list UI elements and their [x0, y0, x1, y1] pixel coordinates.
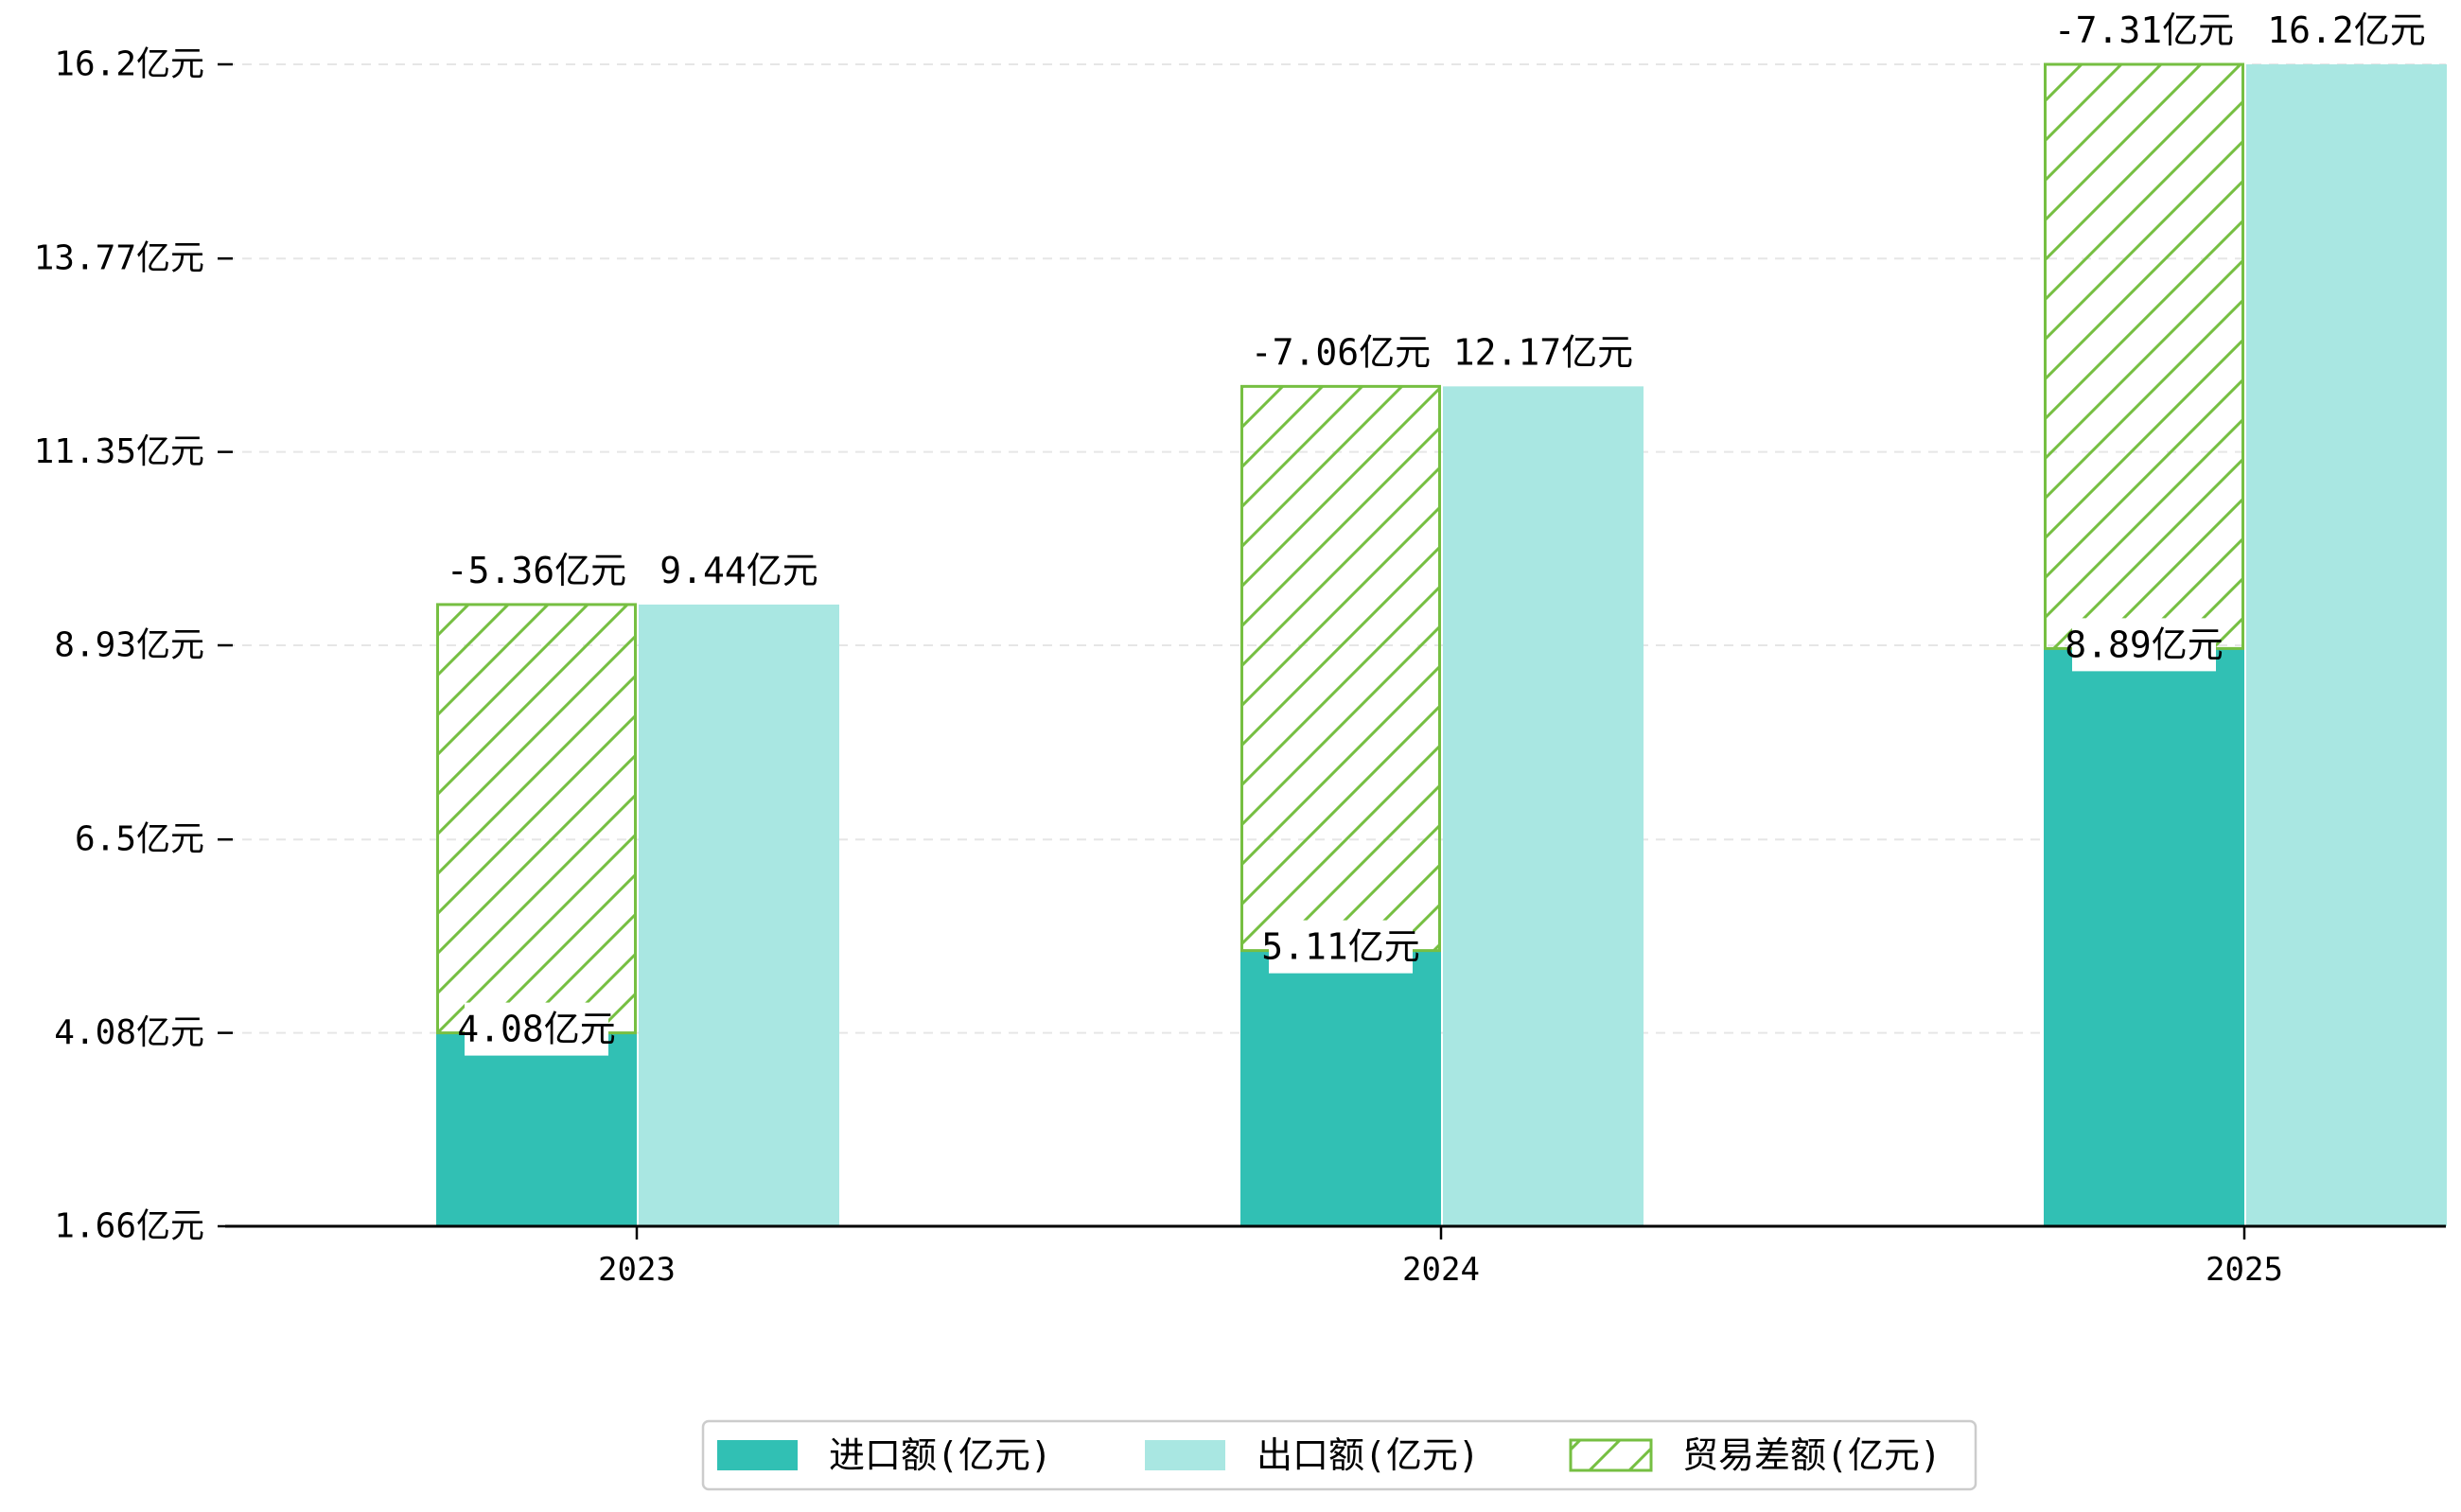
export-value-label-bg	[1461, 325, 1626, 379]
import-value-label-bg	[1269, 920, 1413, 974]
balance-value-label: -7.31亿元	[2054, 9, 2234, 51]
balance-value-label: -5.36亿元	[447, 550, 626, 591]
import-value-label: 4.08亿元	[457, 1009, 616, 1050]
x-tick-label: 2024	[1402, 1251, 1480, 1289]
y-tick-label: 6.5亿元	[75, 820, 204, 859]
balance-bar	[1240, 384, 1441, 953]
legend-item-balance-swatch	[1569, 1438, 1653, 1472]
import-value-label-bg	[465, 1002, 608, 1056]
axes: 1.66亿元 4.08亿元 6.5亿元 8.93亿元 11.35亿元 13.77亿元 16.…	[34, 45, 2446, 1289]
import-value-label-bg	[2072, 618, 2216, 672]
y-tick-label: 4.08亿元	[54, 1013, 204, 1052]
export-value-label: 9.44亿元	[659, 550, 818, 591]
import-bar	[1240, 950, 1441, 1226]
export-value-label: 12.17亿元	[1453, 331, 1633, 373]
y-tick-label: 8.93亿元	[54, 626, 204, 665]
balance-value-label-bg	[454, 543, 619, 597]
export-value-label-bg	[2275, 4, 2418, 57]
legend: 进口额(亿元) 出口额(亿元) 贸易差额(亿元)	[701, 1419, 1978, 1491]
import-bar	[2044, 648, 2244, 1226]
export-bar	[1443, 386, 1644, 1227]
legend-item-export-label: 出口额(亿元)	[1257, 1434, 1480, 1476]
balance-bar	[436, 603, 637, 1035]
import-value-label: 8.89亿元	[2065, 624, 2224, 665]
balance-value-label-bg	[1258, 325, 1423, 379]
legend-box	[701, 1419, 1978, 1491]
import-bar	[436, 1032, 637, 1226]
y-tick-label: 16.2亿元	[54, 45, 204, 84]
y-tick-label: 11.35亿元	[34, 432, 204, 471]
balance-value-label: -7.06亿元	[1251, 331, 1431, 373]
y-tick-label: 13.77亿元	[34, 239, 204, 278]
data-labels: 4.08亿元 -5.36亿元 9.44亿元 5.11亿元 -7.06亿元 12.17亿元 8…	[447, 4, 2426, 1056]
export-bar	[639, 604, 839, 1226]
legend-item-import-swatch	[717, 1440, 798, 1470]
legend-item-balance-label: 贸易差额(亿元)	[1682, 1434, 1942, 1476]
x-tick-label: 2025	[2206, 1251, 2283, 1289]
export-value-label-bg	[667, 543, 811, 597]
import-value-label: 5.11亿元	[1261, 926, 1420, 968]
y-tick-label: 1.66亿元	[54, 1207, 204, 1246]
export-value-label: 16.2亿元	[2267, 9, 2426, 51]
legend-item-export-swatch	[1145, 1440, 1225, 1470]
bars	[436, 62, 2447, 1227]
balance-bar	[2044, 62, 2244, 650]
legend-item-import-label: 进口额(亿元)	[829, 1434, 1052, 1476]
balance-value-label-bg	[2062, 4, 2226, 57]
x-tick-label: 2023	[598, 1251, 676, 1289]
export-bar	[2246, 64, 2447, 1226]
